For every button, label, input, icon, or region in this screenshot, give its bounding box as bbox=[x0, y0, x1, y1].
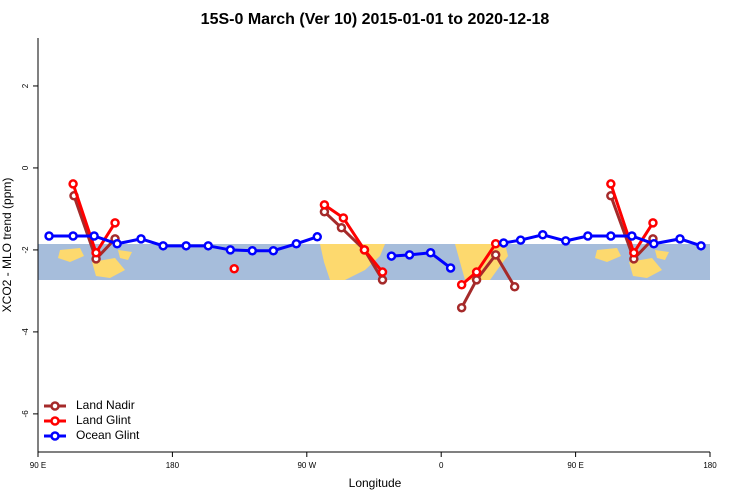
data-point bbox=[68, 231, 78, 241]
data-point bbox=[158, 241, 168, 251]
data-point bbox=[490, 250, 501, 260]
legend-marker bbox=[50, 416, 60, 426]
data-point bbox=[627, 231, 637, 241]
data-point bbox=[68, 179, 78, 189]
data-point bbox=[537, 230, 548, 240]
data-point bbox=[606, 179, 616, 189]
x-tick-label: 90 E bbox=[567, 461, 583, 470]
data-point bbox=[291, 239, 302, 249]
legend-marker bbox=[50, 431, 60, 441]
data-point bbox=[377, 267, 388, 277]
data-point bbox=[515, 235, 526, 245]
data-point bbox=[336, 223, 347, 233]
y-tick-label: 2 bbox=[21, 83, 30, 88]
x-axis-label: Longitude bbox=[349, 476, 402, 490]
y-tick-label: -6 bbox=[21, 410, 30, 418]
x-tick-label: 90 W bbox=[297, 461, 316, 470]
y-tick-label: -2 bbox=[21, 246, 30, 254]
data-point bbox=[377, 275, 388, 285]
data-point bbox=[225, 245, 236, 255]
data-point bbox=[583, 231, 593, 241]
data-point bbox=[675, 234, 685, 244]
data-point bbox=[498, 238, 509, 248]
legend-marker bbox=[50, 401, 60, 411]
data-point bbox=[112, 239, 122, 249]
data-point bbox=[203, 241, 213, 251]
x-tick-label: 180 bbox=[166, 461, 180, 470]
y-tick-label: -4 bbox=[21, 328, 30, 336]
data-point bbox=[91, 248, 101, 258]
legend-label: Ocean Glint bbox=[76, 428, 140, 442]
data-point bbox=[229, 264, 239, 274]
data-point bbox=[560, 236, 571, 246]
data-point bbox=[110, 218, 120, 228]
data-point bbox=[509, 282, 520, 292]
data-point bbox=[319, 200, 330, 210]
data-point bbox=[44, 231, 54, 241]
data-point bbox=[359, 245, 370, 255]
data-point bbox=[268, 245, 279, 256]
map-band bbox=[38, 244, 710, 280]
data-point bbox=[386, 251, 397, 261]
x-tick-label: 90 E bbox=[30, 461, 46, 470]
data-point bbox=[425, 248, 436, 258]
x-tick-label: 180 bbox=[703, 461, 717, 470]
data-point bbox=[629, 248, 639, 258]
data-point bbox=[312, 232, 323, 242]
data-point bbox=[136, 234, 146, 244]
data-point bbox=[89, 231, 99, 241]
data-point bbox=[456, 280, 467, 290]
data-point bbox=[404, 250, 415, 260]
data-point bbox=[181, 241, 191, 251]
data-point bbox=[456, 302, 467, 313]
y-tick-label: 0 bbox=[21, 165, 30, 170]
x-tick-label: 0 bbox=[439, 461, 444, 470]
data-point bbox=[606, 231, 616, 241]
legend-label: Land Glint bbox=[76, 413, 131, 427]
data-point bbox=[490, 239, 501, 249]
data-point bbox=[649, 239, 659, 249]
data-point bbox=[247, 245, 258, 256]
data-point bbox=[648, 218, 658, 228]
y-axis-label: XCO2 - MLO trend (ppm) bbox=[0, 178, 14, 313]
data-point bbox=[696, 241, 706, 251]
data-point bbox=[471, 275, 482, 285]
data-point bbox=[445, 263, 456, 273]
data-point bbox=[338, 213, 349, 223]
chart-title: 15S-0 March (Ver 10) 2015-01-01 to 2020-… bbox=[201, 11, 550, 28]
legend-label: Land Nadir bbox=[76, 398, 135, 412]
data-point bbox=[471, 267, 482, 277]
